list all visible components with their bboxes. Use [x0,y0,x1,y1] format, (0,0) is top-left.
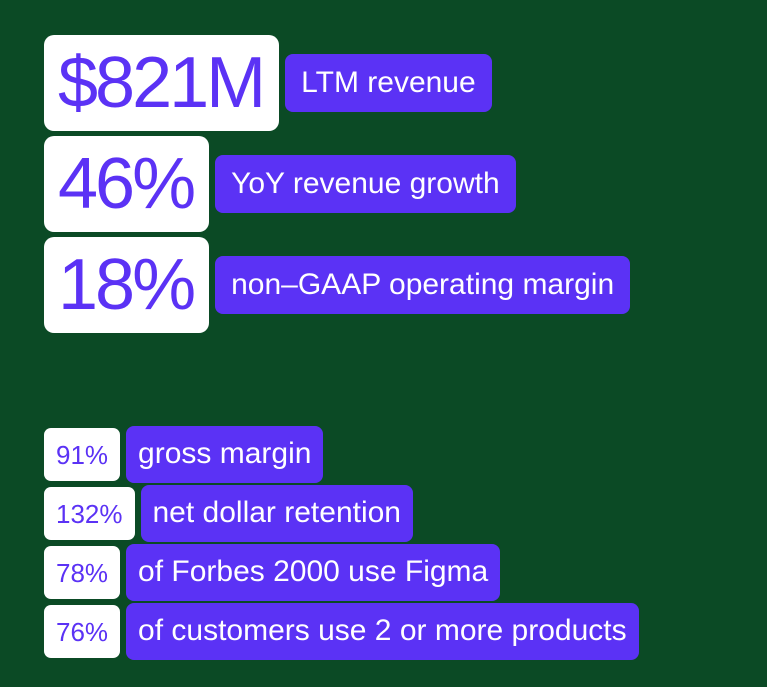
stat-label: net dollar retention [140,485,413,542]
stat-net-dollar-retention: 132% net dollar retention [44,484,639,543]
stat-label: YoY revenue growth [215,154,516,213]
stat-operating-margin: 18% non–GAAP operating margin [44,234,639,335]
stat-value: 76% [44,605,121,658]
section-spacer [44,335,639,425]
stat-label: of customers use 2 or more products [126,603,639,660]
stat-label: gross margin [126,426,324,483]
stat-multi-product: 76% of customers use 2 or more products [44,602,639,661]
stat-gross-margin: 91% gross margin [44,425,639,484]
stat-label: LTM revenue [285,53,492,112]
stat-value: $821M [44,34,280,131]
stat-value: 46% [44,135,210,232]
stat-forbes-2000: 78% of Forbes 2000 use Figma [44,543,639,602]
stat-value: 91% [44,428,121,481]
stat-yoy-growth: 46% YoY revenue growth [44,133,639,234]
stat-value: 132% [44,487,135,540]
stat-value: 78% [44,546,121,599]
stat-label: non–GAAP operating margin [215,255,631,314]
stats-panel: $821M LTM revenue 46% YoY revenue growth… [44,32,639,661]
stat-ltm-revenue: $821M LTM revenue [44,32,639,133]
stat-label: of Forbes 2000 use Figma [126,544,501,601]
stat-value: 18% [44,236,210,333]
